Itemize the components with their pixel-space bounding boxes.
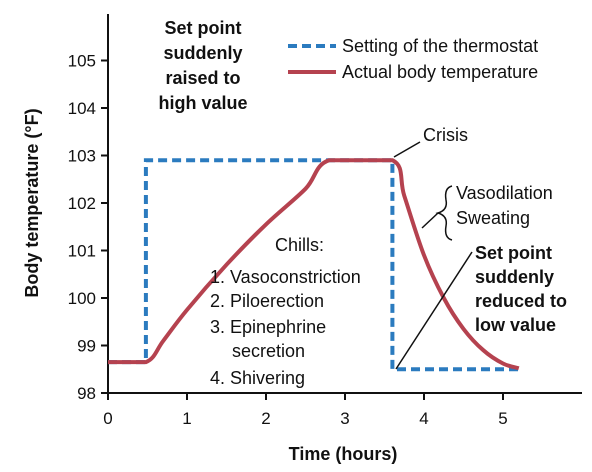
crisis-pointer <box>393 141 421 158</box>
x-axis-label: Time (hours) <box>289 444 398 464</box>
annotation-line: high value <box>158 93 247 113</box>
y-tick-label: 100 <box>68 289 96 308</box>
crisis-label: Crisis <box>423 125 468 145</box>
annotation-crisis: Crisis <box>393 125 468 158</box>
y-tick-label: 99 <box>77 337 96 356</box>
annotation-line: suddenly <box>163 43 242 63</box>
y-tick-label: 101 <box>68 242 96 261</box>
annotation-setpoint-reduced: Set point suddenly reduced to low value <box>395 243 567 370</box>
annotation-line: low value <box>475 315 556 335</box>
annotation-setpoint-raised: Set point suddenly raised to high value <box>158 18 247 113</box>
y-tick-label: 98 <box>77 384 96 403</box>
x-tick-label: 1 <box>182 409 191 428</box>
legend-label-actual: Actual body temperature <box>342 62 538 82</box>
annotation-line: reduced to <box>475 291 567 311</box>
annotation-line: Vasodilation <box>456 183 553 203</box>
series-actual-body-temperature <box>108 158 520 371</box>
x-tick-label: 4 <box>419 409 428 428</box>
x-tick-label: 5 <box>498 409 507 428</box>
x-tick-label: 3 <box>340 409 349 428</box>
chills-item: 3. Epinephrine <box>210 317 326 337</box>
setpoint-reduced-pointer <box>395 251 473 370</box>
annotation-line: Sweating <box>456 208 530 228</box>
x-tick-label: 2 <box>261 409 270 428</box>
chills-item: secretion <box>232 341 305 361</box>
y-tick-label: 104 <box>68 99 96 118</box>
vasodilation-pointer <box>421 212 439 229</box>
annotation-line: suddenly <box>475 267 554 287</box>
y-tick-label: 102 <box>68 194 96 213</box>
x-tick-label: 0 <box>103 409 112 428</box>
chills-title: Chills: <box>275 235 324 255</box>
annotation-line: raised to <box>165 68 240 88</box>
chills-item: 2. Piloerection <box>210 291 324 311</box>
y-tick-label: 103 <box>68 147 96 166</box>
legend-label-setting: Setting of the thermostat <box>342 36 538 56</box>
annotation-line: Set point <box>475 243 552 263</box>
annotation-line: Set point <box>165 18 242 38</box>
legend: Setting of the thermostat Actual body te… <box>288 36 538 82</box>
annotation-chills: Chills: 1. Vasoconstriction 2. Piloerect… <box>210 235 361 388</box>
annotation-vasodilation: Vasodilation Sweating <box>421 183 553 241</box>
vasodilation-brace <box>435 185 453 241</box>
y-tick-label: 105 <box>68 52 96 71</box>
chills-item: 1. Vasoconstriction <box>210 267 361 287</box>
y-axis-label: Body temperature (°F) <box>22 108 42 297</box>
chills-item: 4. Shivering <box>210 368 305 388</box>
